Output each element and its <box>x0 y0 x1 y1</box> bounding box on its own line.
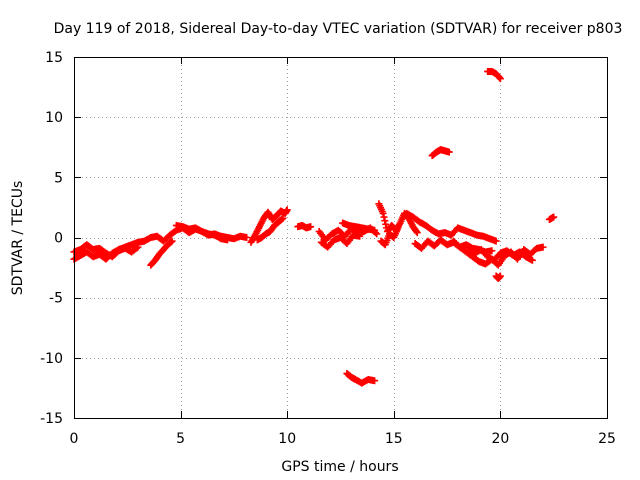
data-point <box>134 243 142 251</box>
data-point <box>380 213 388 221</box>
data-point <box>496 272 504 280</box>
data-point <box>243 234 251 241</box>
data-point <box>539 243 547 251</box>
x-tick-label: 5 <box>176 431 185 447</box>
y-axis-label: SDTVAR / TECUs <box>10 181 26 296</box>
y-tick-label: 5 <box>54 170 63 186</box>
chart-title: Day 119 of 2018, Sidereal Day-to-day VTE… <box>54 21 623 37</box>
data-point <box>224 236 232 244</box>
x-tick-label: 0 <box>70 431 79 447</box>
y-tick-label: -15 <box>40 411 63 427</box>
x-tick-label: 15 <box>385 431 403 447</box>
data-point <box>550 213 558 221</box>
data-point <box>133 244 141 252</box>
y-tick-label: -5 <box>49 291 63 307</box>
data-point <box>381 217 389 225</box>
data-point <box>373 230 381 238</box>
x-tick-label: 20 <box>491 431 509 447</box>
data-point <box>168 237 176 245</box>
data-point <box>307 223 315 231</box>
y-tick-label: 15 <box>45 50 63 66</box>
data-point <box>283 206 291 214</box>
data-point <box>379 209 387 217</box>
data-point <box>496 75 504 83</box>
data-point <box>413 229 421 237</box>
y-tick-label: 0 <box>54 231 63 247</box>
axis-ticks: 0 5 10 15 20 25 -15 -10 -5 0 5 10 15 <box>40 50 616 447</box>
data-point <box>412 227 420 235</box>
x-axis-label: GPS time / hours <box>281 459 398 475</box>
data-point <box>496 74 504 82</box>
data-point <box>279 214 287 222</box>
y-tick-label: 10 <box>45 110 63 126</box>
data-point <box>445 148 453 156</box>
data-point <box>528 256 536 264</box>
x-tick-label: 10 <box>278 431 296 447</box>
x-tick-label: 25 <box>598 431 616 447</box>
data-point <box>492 237 500 245</box>
data-marks <box>70 67 558 387</box>
data-point <box>488 247 496 255</box>
data-point <box>394 224 402 232</box>
data-point <box>371 226 379 234</box>
data-point <box>382 220 390 228</box>
data-point <box>356 232 364 240</box>
data-point <box>371 377 379 385</box>
y-tick-label: -10 <box>40 351 63 367</box>
